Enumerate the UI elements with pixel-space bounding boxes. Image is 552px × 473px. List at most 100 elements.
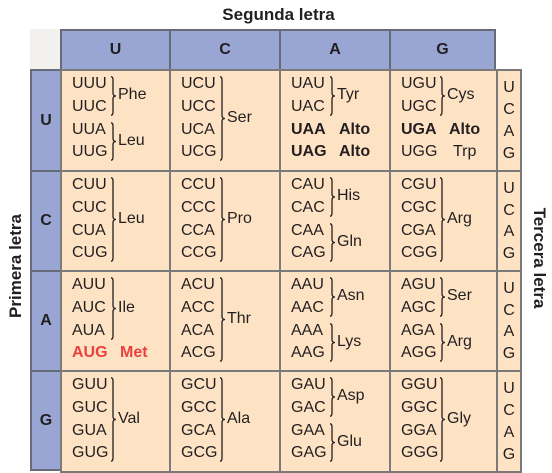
codon: UAC <box>291 98 325 115</box>
codon: CCG <box>181 244 217 261</box>
codon-cell-au: AUU AUC AUA AUG Ile Met <box>60 270 171 372</box>
codon: AUA <box>72 322 105 339</box>
codon: AGG <box>401 344 437 361</box>
codon-cell-ac: ACU ACC ACA ACG Thr <box>169 270 281 372</box>
third-letter: A <box>503 123 515 140</box>
codon: UAA <box>291 121 326 138</box>
third-letter: G <box>502 345 516 363</box>
amino-acid-label: Trp <box>453 143 477 160</box>
bracket-icon <box>329 223 336 262</box>
bracket-icon <box>439 277 446 317</box>
second-letter-header-c: C <box>169 29 281 71</box>
third-letter: G <box>502 245 516 263</box>
bracket-icon <box>219 177 226 262</box>
amino-acid-label: Gly <box>447 409 471 427</box>
codon-cell-aa: AAU AAC AAA AAG Asn Lys <box>279 270 391 372</box>
codon: AGA <box>401 322 435 339</box>
first-letter-header-u: U <box>30 69 62 172</box>
codon: AGC <box>401 299 436 316</box>
amino-acid-label: Gln <box>337 232 362 250</box>
codon: GUU <box>72 376 108 393</box>
codon: GCG <box>181 444 218 461</box>
bracket-icon <box>219 76 226 161</box>
codon: UGC <box>401 98 437 115</box>
codon: UAU <box>291 75 325 92</box>
codon: GUG <box>72 444 109 461</box>
bracket-icon <box>110 122 117 161</box>
codon: GGG <box>401 444 439 461</box>
codon: UUG <box>72 143 108 160</box>
bracket-icon <box>110 277 117 340</box>
first-letter-header-g: G <box>30 370 62 471</box>
codon-cell-uc: UCU UCC UCA UCG Ser <box>169 69 281 172</box>
codon-cell-ug: UGU UGC UGA UGG Cys Alto Trp <box>389 69 498 172</box>
codon: GAU <box>291 376 326 393</box>
codon: UGU <box>401 75 437 92</box>
codon: CAA <box>291 222 324 239</box>
codon: CUA <box>72 222 106 239</box>
codon: AGU <box>401 276 436 293</box>
bracket-icon <box>329 377 336 417</box>
amino-acid-label: Alto <box>449 121 481 138</box>
bracket-icon <box>110 177 117 262</box>
codon: AAA <box>291 322 324 339</box>
amino-acid-label: Arg <box>447 332 472 350</box>
bracket-icon <box>329 423 336 462</box>
codon: CCC <box>181 199 216 216</box>
first-letter-title: Primera letra <box>6 214 25 318</box>
third-letter: G <box>502 446 516 463</box>
third-letter: U <box>503 279 515 297</box>
second-letter-header-a: A <box>279 29 391 71</box>
codon: GCU <box>181 376 217 393</box>
codon-cell-ca: CAU CAC CAA CAG His Gln <box>279 170 391 272</box>
third-letter: A <box>503 424 515 441</box>
codon: CGU <box>401 176 437 193</box>
amino-acid-label: Ile <box>118 298 135 316</box>
codon: CAG <box>291 244 326 261</box>
bracket-icon <box>329 277 336 317</box>
amino-acid-label: Asn <box>337 287 365 304</box>
codon: ACU <box>181 276 215 293</box>
bracket-icon <box>110 377 117 462</box>
codon: GGC <box>401 399 438 416</box>
codon: UCA <box>181 121 215 138</box>
codon-cell-gu: GUU GUC GUA GUG Val <box>60 370 171 473</box>
amino-acid-label: Val <box>118 409 140 427</box>
third-letter-title: Tercera letra <box>530 207 549 309</box>
codon: AAG <box>291 344 325 361</box>
codon: UGA <box>401 121 437 138</box>
codon: GAG <box>291 444 327 461</box>
codon-cell-ua: UAU UAC UAA UAG Tyr Alto Alto <box>279 69 391 172</box>
codon: UCC <box>181 98 216 115</box>
amino-acid-label: Ser <box>227 108 252 126</box>
bracket-icon <box>329 323 336 362</box>
bracket-icon <box>219 377 226 462</box>
codon: AUU <box>72 276 106 293</box>
amino-acid-label: Ala <box>227 409 251 427</box>
codon: UAG <box>291 143 327 160</box>
second-letter-header-g: G <box>389 29 496 71</box>
amino-acid-label: Alto <box>339 121 371 138</box>
amino-acid-label: Ser <box>447 287 472 304</box>
codon: CGC <box>401 199 437 216</box>
bracket-icon <box>110 76 117 116</box>
codon: GAA <box>291 422 325 439</box>
third-letter: G <box>502 145 516 162</box>
codon: GUA <box>72 422 107 439</box>
bracket-icon <box>329 76 336 116</box>
codon: UGG <box>401 143 438 160</box>
codon: AUC <box>72 299 106 316</box>
codon: GAC <box>291 399 326 416</box>
codon: CCU <box>181 176 216 193</box>
codon: CUC <box>72 199 107 216</box>
amino-acid-label: Pro <box>227 209 252 227</box>
bracket-icon <box>219 277 226 362</box>
second-letter-header-u: U <box>60 29 171 71</box>
third-letter: A <box>503 223 515 241</box>
codon: UCU <box>181 75 216 92</box>
bracket-icon <box>439 76 446 116</box>
codon: AUG <box>72 344 108 361</box>
amino-acid-label: Thr <box>227 309 251 327</box>
